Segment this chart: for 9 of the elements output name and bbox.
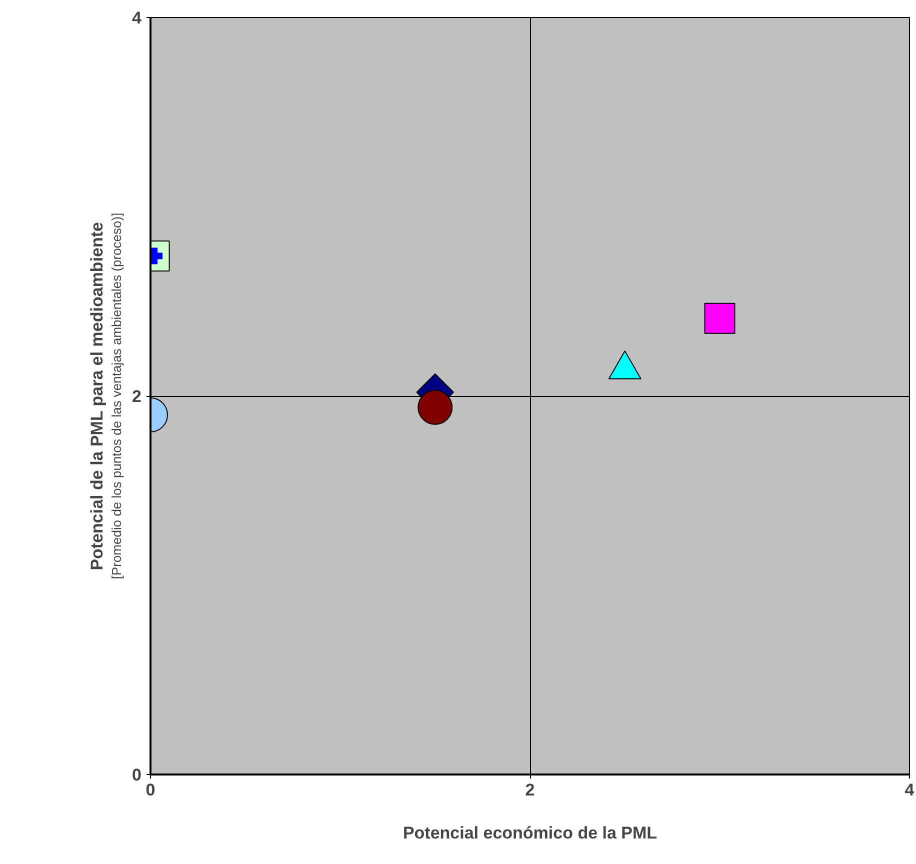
text: [Promedio de los puntos de las ventajas ambientales (proceso)] <box>109 212 124 580</box>
y-tick-label: 2 <box>132 387 142 406</box>
x-axis-title: Potencial económico de la PML <box>402 824 658 842</box>
x-tick-label: 2 <box>525 780 535 800</box>
x-tick-label: 0 <box>146 780 156 800</box>
y-tick-label: 4 <box>132 8 142 28</box>
x-tick-label: 4 <box>904 780 915 800</box>
y-tick-label: 0 <box>132 766 142 784</box>
y-axis-title: Potencial de la PML para el medioambiente <box>88 222 106 570</box>
